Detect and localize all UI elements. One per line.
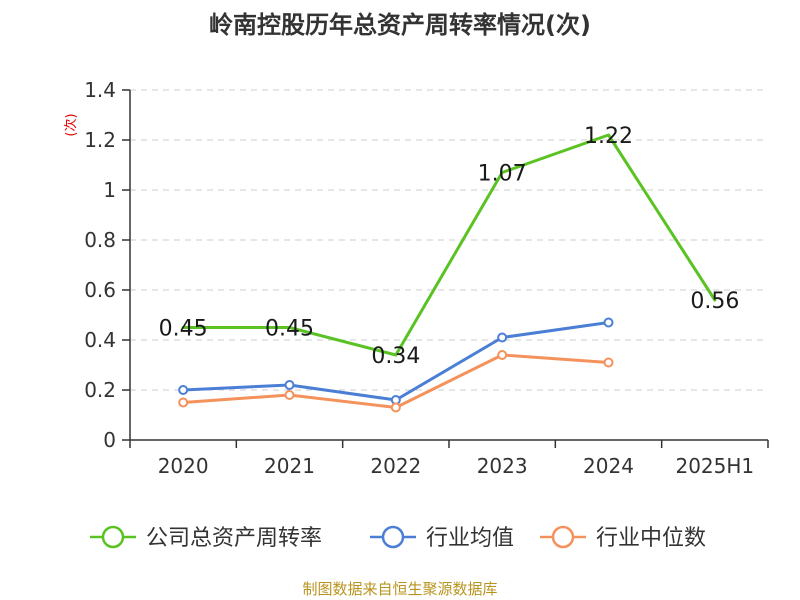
source-note: 制图数据来自恒生聚源数据库 bbox=[302, 580, 497, 598]
data-point bbox=[284, 390, 295, 400]
y-tick-label: 0.8 bbox=[84, 228, 116, 252]
data-point bbox=[603, 317, 614, 328]
legend-marker bbox=[101, 525, 125, 549]
y-axis-unit-label: (次) bbox=[63, 113, 79, 136]
legend-marker bbox=[551, 525, 575, 549]
data-labels: 0.45 0.45 0.34 1.07 1.22 0.56 bbox=[159, 124, 740, 369]
data-label: 1.22 bbox=[584, 124, 633, 149]
data-label: 0.56 bbox=[690, 289, 739, 314]
x-axis-tick-labels: 2020 2021 2022 2023 2024 2025H1 bbox=[158, 454, 754, 478]
legend-marker bbox=[381, 525, 405, 549]
legend: 公司总资产周转率 行业均值 行业中位数 bbox=[90, 525, 706, 551]
x-tick-label: 2023 bbox=[477, 454, 528, 478]
y-axis-tick-labels: 0 0.2 0.4 0.6 0.8 1 1.2 1.4 bbox=[84, 78, 116, 452]
data-label: 0.45 bbox=[159, 317, 208, 342]
data-point bbox=[390, 402, 401, 413]
data-point bbox=[178, 397, 189, 408]
chart-title: 岭南控股历年总资产周转率情况(次) bbox=[209, 11, 591, 39]
data-point bbox=[178, 385, 189, 395]
x-tick-label: 2020 bbox=[158, 454, 209, 478]
y-tick-label: 0 bbox=[103, 428, 116, 452]
axes bbox=[122, 89, 769, 448]
data-point bbox=[497, 332, 508, 343]
x-tick-label: 2022 bbox=[370, 454, 421, 478]
x-tick-label: 2024 bbox=[583, 454, 634, 478]
y-tick-label: 0.6 bbox=[84, 278, 116, 302]
data-label: 0.34 bbox=[371, 344, 420, 369]
data-label: 0.45 bbox=[265, 317, 314, 342]
data-label: 1.07 bbox=[478, 162, 527, 187]
x-tick-label: 2021 bbox=[264, 454, 315, 478]
legend-label: 公司总资产周转率 bbox=[146, 526, 322, 551]
y-tick-label: 0.4 bbox=[84, 328, 116, 352]
y-tick-label: 1.4 bbox=[84, 78, 116, 102]
grid bbox=[130, 89, 768, 391]
x-tick-label: 2025H1 bbox=[675, 454, 754, 478]
data-point bbox=[497, 350, 508, 360]
legend-label: 行业均值 bbox=[426, 526, 514, 551]
legend-label: 行业中位数 bbox=[596, 526, 706, 551]
data-point bbox=[284, 380, 295, 390]
data-point bbox=[603, 357, 614, 368]
y-tick-label: 1 bbox=[103, 178, 116, 202]
series-group bbox=[178, 133, 717, 413]
series-line bbox=[181, 133, 717, 357]
y-tick-label: 1.2 bbox=[84, 128, 116, 152]
y-tick-label: 0.2 bbox=[84, 378, 116, 402]
